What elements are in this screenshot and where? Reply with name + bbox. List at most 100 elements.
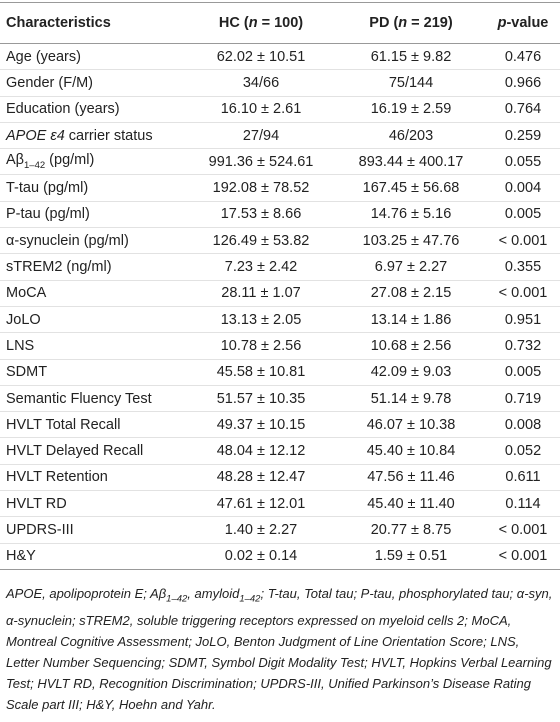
row-label: APOE ε4 carrier status (0, 122, 186, 150)
table-row: H&Y 0.02 ± 0.14 1.59 ± 0.51 < 0.001 (0, 543, 560, 569)
header-cell: PD (n = 219) (336, 2, 486, 44)
text: carrier status (64, 127, 153, 144)
cell: 27/94 (186, 122, 336, 150)
cell: 1.40 ± 2.27 (186, 516, 336, 544)
table-row: Age (years) 62.02 ± 10.51 61.15 ± 9.82 0.47… (0, 43, 560, 71)
cell: 192.08 ± 78.52 (186, 174, 336, 202)
text: 62.02 ± 10.51 (216, 48, 306, 65)
text: 0.355 (504, 259, 542, 276)
text: 20.77 ± 8.75 (370, 521, 452, 538)
row-label: Aβ1–42 (pg/ml) (0, 148, 186, 176)
cell: 10.78 ± 2.56 (186, 332, 336, 360)
cell: 0.719 (486, 385, 560, 413)
text: 0.719 (504, 390, 542, 407)
cell: 16.19 ± 2.59 (336, 96, 486, 123)
text: 0.732 (504, 337, 542, 354)
text: 47.56 ± 11.46 (367, 469, 455, 486)
cell: 0.008 (486, 411, 560, 439)
row-label: α-synuclein (pg/ml) (0, 227, 186, 255)
text: H&Y (6, 548, 36, 565)
cell: 34/66 (186, 69, 336, 97)
text: 75/144 (388, 74, 434, 91)
cell: 51.57 ± 10.35 (186, 385, 336, 413)
cell: 45.40 ± 10.84 (336, 437, 486, 465)
cell: 1.59 ± 0.51 (336, 543, 486, 569)
text: 51.57 ± 10.35 (216, 390, 306, 407)
text: 0.259 (504, 127, 542, 144)
text: MoCA (6, 285, 47, 302)
row-label: UPDRS-III (0, 516, 186, 544)
italic-text: n (398, 15, 408, 31)
text: 991.36 ± 524.61 (208, 153, 314, 170)
table-row: SDMT 45.58 ± 10.81 42.09 ± 9.03 0.005 (0, 359, 560, 386)
table-row: APOE ε4 carrier status 27/94 46/203 0.259 (0, 122, 560, 150)
cell: 42.09 ± 9.03 (336, 359, 486, 386)
text: 48.28 ± 12.47 (216, 469, 306, 486)
subscript: 1–42 (24, 160, 46, 172)
row-label: SDMT (0, 359, 186, 386)
row-label: P-tau (pg/ml) (0, 201, 186, 229)
cell: 46/203 (336, 122, 486, 150)
table-row: JoLO 13.13 ± 2.05 13.14 ± 1.86 0.951 (0, 306, 560, 334)
table-row: HVLT Total Recall 49.37 ± 10.15 46.07 ± 10… (0, 411, 560, 439)
table-row: sTREM2 (ng/ml) 7.23 ± 2.42 6.97 ± 2.27 0.35… (0, 253, 560, 281)
header-cell: HC (n = 100) (186, 2, 336, 44)
row-label: JoLO (0, 306, 186, 334)
row-label: H&Y (0, 543, 186, 569)
text: (pg/ml) (45, 152, 95, 169)
text: 17.53 ± 8.66 (220, 206, 302, 223)
cell: 48.28 ± 12.47 (186, 464, 336, 492)
row-label: HVLT RD (0, 490, 186, 518)
cell: 20.77 ± 8.75 (336, 516, 486, 544)
text: T-tau (pg/ml) (6, 180, 89, 197)
cell: 0.259 (486, 122, 560, 150)
text: 893.44 ± 400.17 (358, 153, 464, 170)
row-label: T-tau (pg/ml) (0, 174, 186, 202)
text: 7.23 ± 2.42 (224, 259, 298, 276)
cell: 0.966 (486, 69, 560, 97)
text: 46/203 (388, 127, 434, 144)
row-label: MoCA (0, 280, 186, 307)
text: JoLO (6, 311, 41, 328)
text: sTREM2 (ng/ml) (6, 259, 112, 276)
text: 0.764 (504, 101, 542, 118)
text: = 219) (407, 15, 453, 31)
text: 27/94 (242, 127, 280, 144)
table-row: HVLT Retention 48.28 ± 12.47 47.56 ± 11.46… (0, 464, 560, 492)
text: 61.15 ± 9.82 (370, 48, 452, 65)
header-cell: p-value (486, 2, 560, 44)
text: 10.78 ± 2.56 (220, 337, 302, 354)
text: 0.951 (504, 311, 542, 328)
text: 45.40 ± 10.84 (366, 443, 456, 460)
text: HVLT Retention (6, 469, 108, 486)
text: UPDRS-III (6, 521, 74, 538)
cell: 45.40 ± 11.40 (336, 490, 486, 518)
row-label: HVLT Delayed Recall (0, 437, 186, 465)
cell: 16.10 ± 2.61 (186, 96, 336, 123)
cell: 61.15 ± 9.82 (336, 43, 486, 71)
cell: < 0.001 (486, 516, 560, 544)
text: 0.02 ± 0.14 (224, 548, 298, 565)
cell: 0.114 (486, 490, 560, 518)
cell: 991.36 ± 524.61 (186, 148, 336, 176)
cell: 0.732 (486, 332, 560, 360)
row-label: HVLT Retention (0, 464, 186, 492)
cell: 0.055 (486, 148, 560, 176)
text: 1.59 ± 0.51 (374, 548, 448, 565)
row-label: Gender (F/M) (0, 69, 186, 97)
cell: 0.004 (486, 174, 560, 202)
cell: 47.61 ± 12.01 (186, 490, 336, 518)
text: LNS (6, 337, 35, 354)
text: 28.11 ± 1.07 (221, 285, 301, 302)
text: Semantic Fluency Test (6, 390, 152, 407)
text: 192.08 ± 78.52 (212, 180, 310, 197)
cell: 0.02 ± 0.14 (186, 543, 336, 569)
row-label: LNS (0, 332, 186, 360)
header-row: Characteristics HC (n = 100) PD (n = 219) p… (0, 2, 560, 44)
footnote: APOE, apolipoprotein E; Aβ1–42, amyloid1… (6, 583, 554, 715)
text: HC ( (218, 15, 249, 31)
cell: 893.44 ± 400.17 (336, 148, 486, 176)
text: 27.08 ± 2.15 (370, 285, 452, 302)
text: P-tau (pg/ml) (6, 206, 90, 223)
